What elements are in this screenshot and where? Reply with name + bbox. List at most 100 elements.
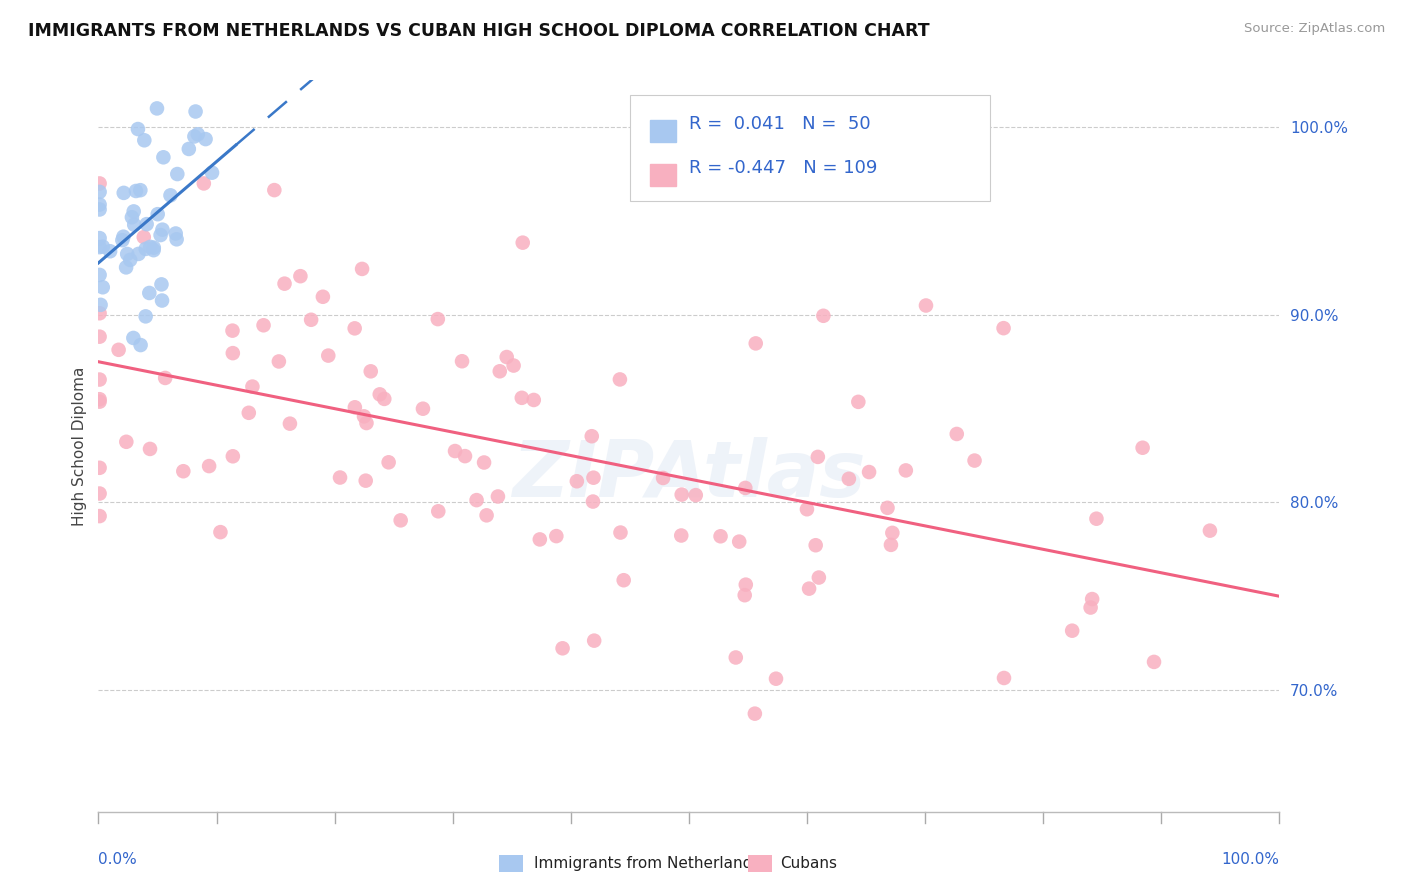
Point	[150, 277, 173, 292]
Point	[242, 379, 264, 393]
Point	[613, 573, 636, 587]
Point	[368, 387, 391, 401]
Text: Cubans: Cubans	[780, 856, 838, 871]
Text: R = -0.447   N = 109: R = -0.447 N = 109	[689, 159, 877, 177]
Point	[377, 455, 399, 469]
Point	[122, 204, 145, 219]
Point	[838, 472, 860, 486]
Point	[146, 207, 169, 221]
Point	[426, 312, 449, 326]
Point	[134, 133, 156, 147]
Point	[187, 128, 209, 142]
Point	[1081, 592, 1104, 607]
Point	[135, 242, 157, 256]
Point	[121, 211, 143, 225]
Point	[89, 197, 111, 211]
Point	[115, 260, 138, 275]
Point	[882, 525, 904, 540]
Point	[149, 228, 172, 243]
Point	[609, 525, 631, 540]
Point	[273, 277, 295, 291]
Point	[804, 538, 827, 552]
Point	[745, 336, 768, 351]
Point	[166, 232, 188, 246]
Point	[512, 235, 534, 250]
Point	[222, 450, 245, 464]
Point	[252, 318, 274, 333]
Point	[963, 453, 986, 467]
Point	[115, 434, 138, 449]
Point	[451, 354, 474, 368]
Point	[198, 459, 221, 474]
Point	[221, 324, 243, 338]
Point	[551, 641, 574, 656]
Point	[353, 409, 375, 424]
Point	[582, 471, 605, 485]
Point	[98, 244, 121, 259]
Point	[744, 706, 766, 721]
Point	[316, 349, 339, 363]
Point	[312, 290, 335, 304]
Point	[222, 346, 245, 360]
Text: Source: ZipAtlas.com: Source: ZipAtlas.com	[1244, 22, 1385, 36]
Point	[238, 406, 260, 420]
FancyBboxPatch shape	[650, 164, 676, 186]
Point	[373, 392, 395, 406]
Point	[132, 230, 155, 244]
Point	[135, 310, 157, 324]
Point	[765, 672, 787, 686]
Point	[89, 486, 111, 500]
Point	[486, 490, 509, 504]
Point	[475, 508, 498, 523]
Point	[91, 280, 114, 294]
Point	[807, 570, 830, 584]
Point	[194, 132, 217, 146]
Point	[127, 122, 149, 136]
Text: 0.0%: 0.0%	[98, 852, 138, 867]
Point	[278, 417, 301, 431]
Point	[724, 650, 747, 665]
FancyBboxPatch shape	[650, 120, 676, 143]
Point	[1062, 624, 1084, 638]
Point	[813, 309, 835, 323]
Point	[128, 247, 150, 261]
Point	[152, 222, 174, 236]
Point	[91, 240, 114, 254]
Point	[115, 247, 138, 261]
Point	[734, 481, 756, 495]
Point	[122, 331, 145, 345]
Point	[142, 241, 165, 255]
Point	[129, 338, 152, 352]
Point	[107, 343, 129, 357]
Point	[150, 293, 173, 308]
Point	[846, 395, 869, 409]
Point	[444, 444, 467, 458]
Point	[142, 243, 165, 257]
Point	[993, 671, 1015, 685]
Point	[290, 269, 312, 284]
Point	[581, 429, 603, 443]
Point	[1132, 441, 1154, 455]
Point	[201, 166, 224, 180]
Point	[472, 455, 495, 469]
FancyBboxPatch shape	[630, 95, 990, 201]
Point	[389, 513, 412, 527]
Point	[159, 188, 181, 202]
Point	[454, 449, 477, 463]
Point	[1080, 600, 1102, 615]
Point	[166, 167, 188, 181]
Text: IMMIGRANTS FROM NETHERLANDS VS CUBAN HIGH SCHOOL DIPLOMA CORRELATION CHART: IMMIGRANTS FROM NETHERLANDS VS CUBAN HIG…	[28, 22, 929, 40]
Point	[797, 582, 820, 596]
Point	[427, 504, 450, 518]
Point	[510, 391, 533, 405]
Point	[89, 202, 111, 217]
Point	[807, 450, 830, 464]
Point	[488, 364, 510, 378]
Point	[89, 329, 111, 343]
Point	[146, 102, 169, 116]
Point	[880, 538, 903, 552]
Point	[172, 464, 194, 478]
Point	[139, 442, 162, 456]
Point	[135, 217, 157, 231]
Point	[671, 487, 693, 501]
